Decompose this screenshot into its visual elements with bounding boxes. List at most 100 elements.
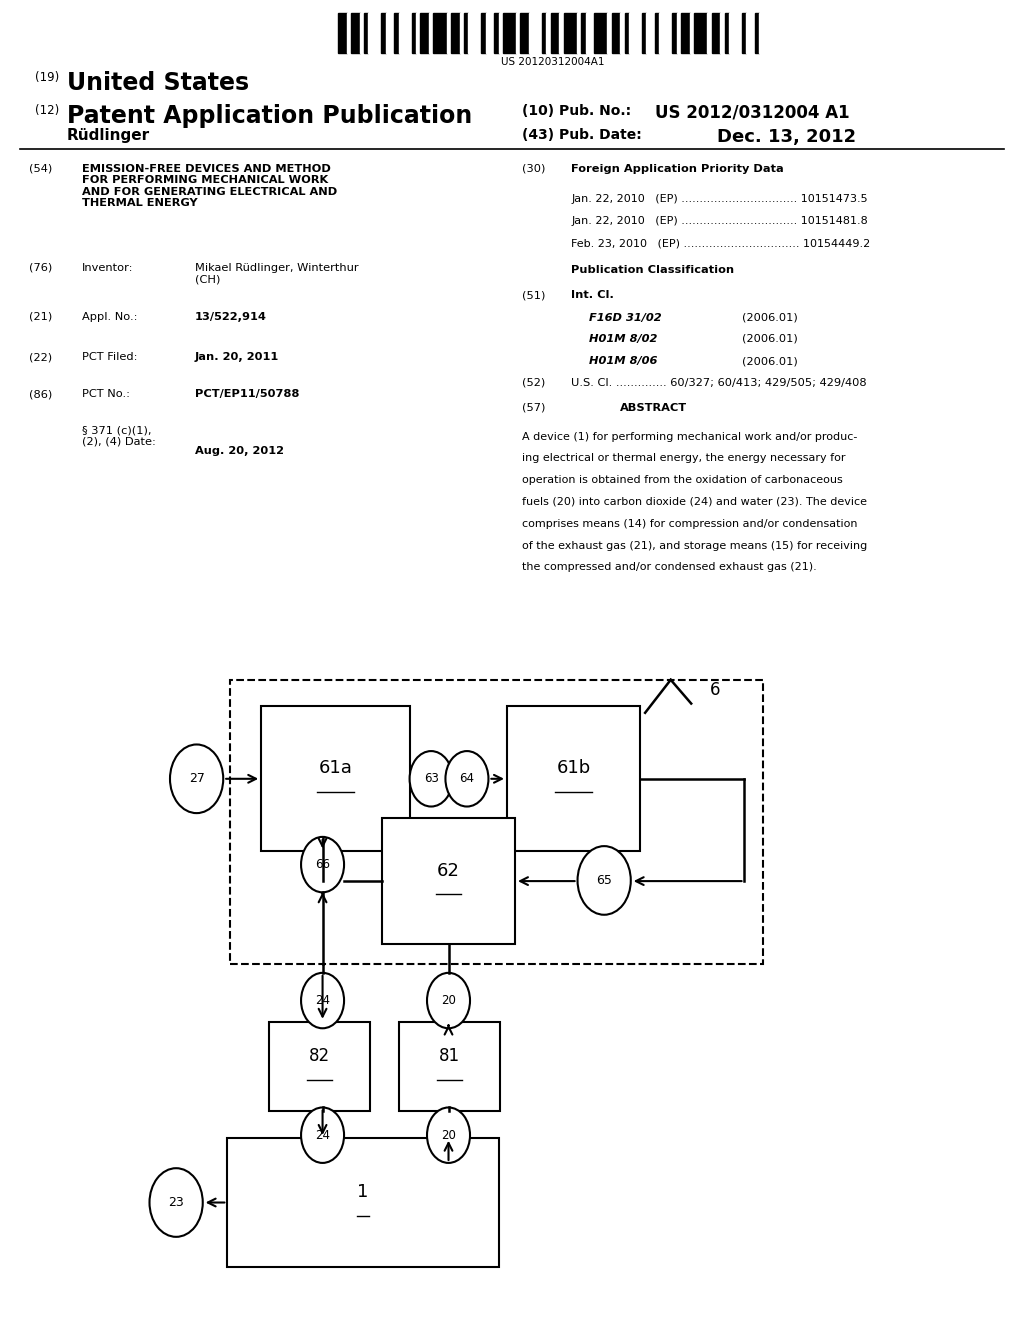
Bar [577,13,582,53]
Text: Rüdlinger: Rüdlinger [67,128,150,143]
Bar [694,13,708,53]
Bar [681,13,690,53]
Circle shape [301,1107,344,1163]
Bar [712,13,720,53]
Circle shape [170,744,223,813]
Bar [460,13,464,53]
Bar [499,13,503,53]
Text: Jan. 22, 2010   (EP) ................................ 10151481.8: Jan. 22, 2010 (EP) .....................… [571,216,868,227]
Text: Appl. No.:: Appl. No.: [82,312,137,322]
Text: 20: 20 [441,1129,456,1142]
Text: A device (1) for performing mechanical work and/or produc-: A device (1) for performing mechanical w… [522,432,858,442]
Text: ing electrical or thermal energy, the energy necessary for: ing electrical or thermal energy, the en… [522,453,846,463]
Circle shape [427,973,470,1028]
Bar [742,13,746,53]
Bar [269,1022,370,1111]
Bar [586,13,594,53]
Bar [468,13,481,53]
Bar [351,13,359,53]
Bar [625,13,629,53]
Text: H01M 8/02: H01M 8/02 [589,334,657,345]
Text: the compressed and/or condensed exhaust gas (21).: the compressed and/or condensed exhaust … [522,562,817,573]
Bar [520,13,529,53]
Bar [551,13,559,53]
Text: United States: United States [67,71,249,95]
Circle shape [445,751,488,807]
Text: 13/522,914: 13/522,914 [195,312,266,322]
Bar [673,13,677,53]
Bar [529,13,542,53]
Bar [398,13,412,53]
Bar [364,13,369,53]
Circle shape [578,846,631,915]
Text: (21): (21) [29,312,52,322]
Text: comprises means (14) for compression and/or condensation: comprises means (14) for compression and… [522,519,858,529]
Text: fuels (20) into carbon dioxide (24) and water (23). The device: fuels (20) into carbon dioxide (24) and … [522,496,867,507]
Text: (22): (22) [29,352,52,363]
Bar [369,13,381,53]
Text: Inventor:: Inventor: [82,263,133,273]
Text: Jan. 22, 2010   (EP) ................................ 10151473.5: Jan. 22, 2010 (EP) .....................… [571,194,868,205]
Text: (52): (52) [522,378,546,388]
Bar [485,13,495,53]
Text: (19): (19) [35,71,59,84]
Bar [451,13,460,53]
Bar [690,13,694,53]
Bar [429,13,433,53]
Bar [760,13,768,53]
Bar [503,13,516,53]
Bar [433,13,446,53]
Text: (76): (76) [29,263,52,273]
Text: 62: 62 [437,862,460,879]
Text: (10) Pub. No.:: (10) Pub. No.: [522,104,632,117]
Text: (2006.01): (2006.01) [742,356,798,367]
Text: 65: 65 [596,874,612,887]
Bar [481,13,485,53]
Text: PCT No.:: PCT No.: [82,389,130,400]
Text: Mikael Rüdlinger, Winterthur
(CH): Mikael Rüdlinger, Winterthur (CH) [195,263,358,284]
Text: Int. Cl.: Int. Cl. [571,290,614,301]
Text: of the exhaust gas (21), and storage means (15) for receiving: of the exhaust gas (21), and storage mea… [522,541,867,550]
Bar [594,13,607,53]
Bar [227,1138,499,1267]
Bar [359,13,364,53]
Bar [729,13,742,53]
Text: (57): (57) [522,403,546,413]
Bar [542,13,547,53]
Circle shape [410,751,453,807]
Text: US 20120312004A1: US 20120312004A1 [501,57,605,67]
Text: Patent Application Publication: Patent Application Publication [67,104,472,128]
Text: ABSTRACT: ABSTRACT [620,403,687,413]
Text: Jan. 20, 2011: Jan. 20, 2011 [195,352,279,363]
Bar [507,706,640,851]
Bar [416,13,421,53]
Bar [399,1022,500,1111]
Text: US 2012/0312004 A1: US 2012/0312004 A1 [655,104,850,121]
Text: H01M 8/06: H01M 8/06 [589,356,657,367]
Text: 61b: 61b [556,759,591,777]
Bar [381,13,386,53]
Bar [547,13,551,53]
Text: (2006.01): (2006.01) [742,313,798,323]
Text: 61a: 61a [318,759,352,777]
Bar [725,13,729,53]
Bar [464,13,468,53]
Text: (30): (30) [522,164,546,174]
Text: PCT/EP11/50788: PCT/EP11/50788 [195,389,299,400]
Bar [382,818,515,944]
Text: (51): (51) [522,290,546,301]
Circle shape [427,1107,470,1163]
Bar [394,13,398,53]
Bar [708,13,712,53]
Bar [230,680,763,964]
Bar [659,13,673,53]
Bar [582,13,586,53]
Text: (86): (86) [29,389,52,400]
Bar [677,13,681,53]
Text: Aug. 20, 2012: Aug. 20, 2012 [195,446,284,457]
Text: 23: 23 [168,1196,184,1209]
Bar [421,13,429,53]
Bar [412,13,416,53]
Text: (54): (54) [29,164,52,174]
Text: (2006.01): (2006.01) [742,334,798,345]
